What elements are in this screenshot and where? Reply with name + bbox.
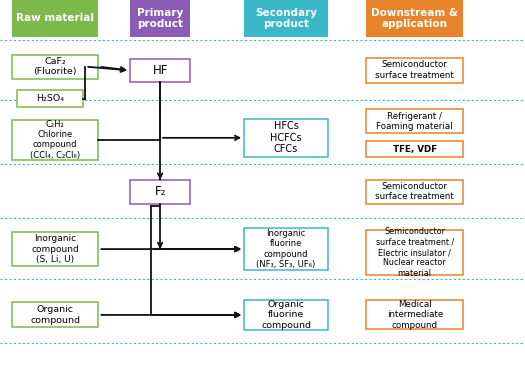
Text: Inorganic
compound
(S, Li, U): Inorganic compound (S, Li, U) [32,234,79,264]
FancyBboxPatch shape [130,59,190,82]
FancyBboxPatch shape [244,228,328,270]
FancyBboxPatch shape [12,232,99,266]
Text: HFCs
HCFCs
CFCs: HFCs HCFCs CFCs [270,121,302,154]
Text: TFE, VDF: TFE, VDF [393,145,437,154]
Text: Organic
fluorine
compound: Organic fluorine compound [261,300,311,330]
FancyBboxPatch shape [130,180,190,204]
Text: C₂H₂
Chlorine
compound
(CCl₄, C₂Cl₆): C₂H₂ Chlorine compound (CCl₄, C₂Cl₆) [30,120,80,160]
Text: H₂SO₄: H₂SO₄ [36,94,64,104]
Text: Raw material: Raw material [16,13,94,23]
FancyBboxPatch shape [366,0,464,37]
FancyBboxPatch shape [12,119,99,160]
FancyBboxPatch shape [366,180,464,204]
Text: Organic
compound: Organic compound [30,305,80,325]
Text: Semiconductor
surface treatment /
Electric insulator /
Nuclear reactor
material: Semiconductor surface treatment / Electr… [375,227,454,278]
FancyBboxPatch shape [244,300,328,330]
FancyBboxPatch shape [12,55,99,79]
FancyBboxPatch shape [366,141,464,157]
Text: Semiconductor
surface treatment: Semiconductor surface treatment [375,60,454,80]
FancyBboxPatch shape [130,0,190,37]
Text: Primary
product: Primary product [137,8,183,29]
Text: Refrigerant /
Foaming material: Refrigerant / Foaming material [376,112,453,131]
Text: Semiconductor
surface treatment: Semiconductor surface treatment [375,182,454,201]
FancyBboxPatch shape [366,57,464,82]
Text: Downstream &
application: Downstream & application [371,8,458,29]
Text: Inorganic
fluorine
compound
(NF₃, SF₃, UF₆): Inorganic fluorine compound (NF₃, SF₃, U… [257,229,316,269]
FancyBboxPatch shape [12,303,99,327]
FancyBboxPatch shape [17,90,83,107]
Text: Secondary
product: Secondary product [255,8,317,29]
FancyBboxPatch shape [366,300,464,330]
FancyBboxPatch shape [244,0,328,37]
FancyBboxPatch shape [366,230,464,275]
FancyBboxPatch shape [244,119,328,157]
Text: CaF₂
(Fluorite): CaF₂ (Fluorite) [34,57,77,76]
Text: HF: HF [152,64,168,77]
FancyBboxPatch shape [12,0,99,37]
FancyBboxPatch shape [366,109,464,133]
Text: F₂: F₂ [154,185,166,198]
Text: Medical
intermediate
compound: Medical intermediate compound [386,300,443,330]
